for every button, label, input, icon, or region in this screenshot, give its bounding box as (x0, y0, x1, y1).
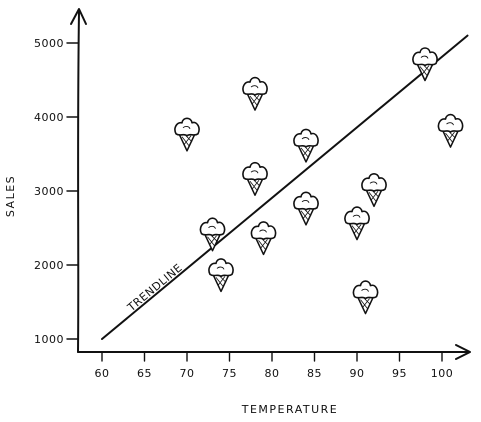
axes (70, 8, 471, 360)
x-axis-line (77, 350, 469, 354)
x-tick-label: 60 (95, 367, 110, 380)
x-tick-label: 85 (307, 367, 322, 380)
data-points (174, 47, 464, 315)
ice-cream-cone-point (208, 258, 234, 293)
ice-cream-cone-point (352, 280, 379, 315)
x-tick-label: 90 (350, 367, 365, 380)
x-tick-label: 95 (392, 367, 407, 380)
y-tick-label: 2000 (34, 259, 64, 272)
ice-cream-cone-point (242, 76, 268, 111)
y-axis-arrow (70, 8, 87, 25)
y-tick-label: 1000 (34, 333, 64, 346)
ice-cream-cone-point (344, 206, 370, 241)
ice-cream-cone-point (293, 128, 319, 163)
ice-cream-cone-point (242, 161, 268, 196)
tick-labels: 1000 2000 3000 4000 5000 60 65 70 75 80 85 90 95 100 (34, 37, 453, 380)
ice-cream-cone-point (174, 117, 200, 152)
y-axis-title: SALES (4, 175, 17, 217)
x-tick-label: 100 (431, 367, 454, 380)
y-tick-label: 3000 (34, 185, 64, 198)
y-tick-label: 5000 (34, 37, 64, 50)
trendline (101, 34, 469, 340)
ice-cream-cone-point (293, 191, 319, 226)
ice-cream-cone-point (412, 47, 438, 82)
ice-cream-cone-point (361, 173, 387, 208)
ice-cream-cone-point (437, 113, 464, 148)
trendline-group: TRENDLINE (101, 34, 469, 340)
x-axis-title: TEMPERATURE (241, 403, 338, 416)
x-tick-label: 80 (265, 367, 280, 380)
x-tick-label: 75 (222, 367, 237, 380)
trendline-label: TRENDLINE (124, 261, 185, 314)
ice-cream-cone-point (250, 221, 277, 256)
y-tick-label: 4000 (34, 111, 64, 124)
x-tick-label: 70 (180, 367, 195, 380)
y-axis-line (77, 11, 80, 353)
x-tick-label: 65 (137, 367, 152, 380)
x-axis-arrow (455, 344, 471, 360)
ice-cream-cone-point (199, 217, 226, 252)
